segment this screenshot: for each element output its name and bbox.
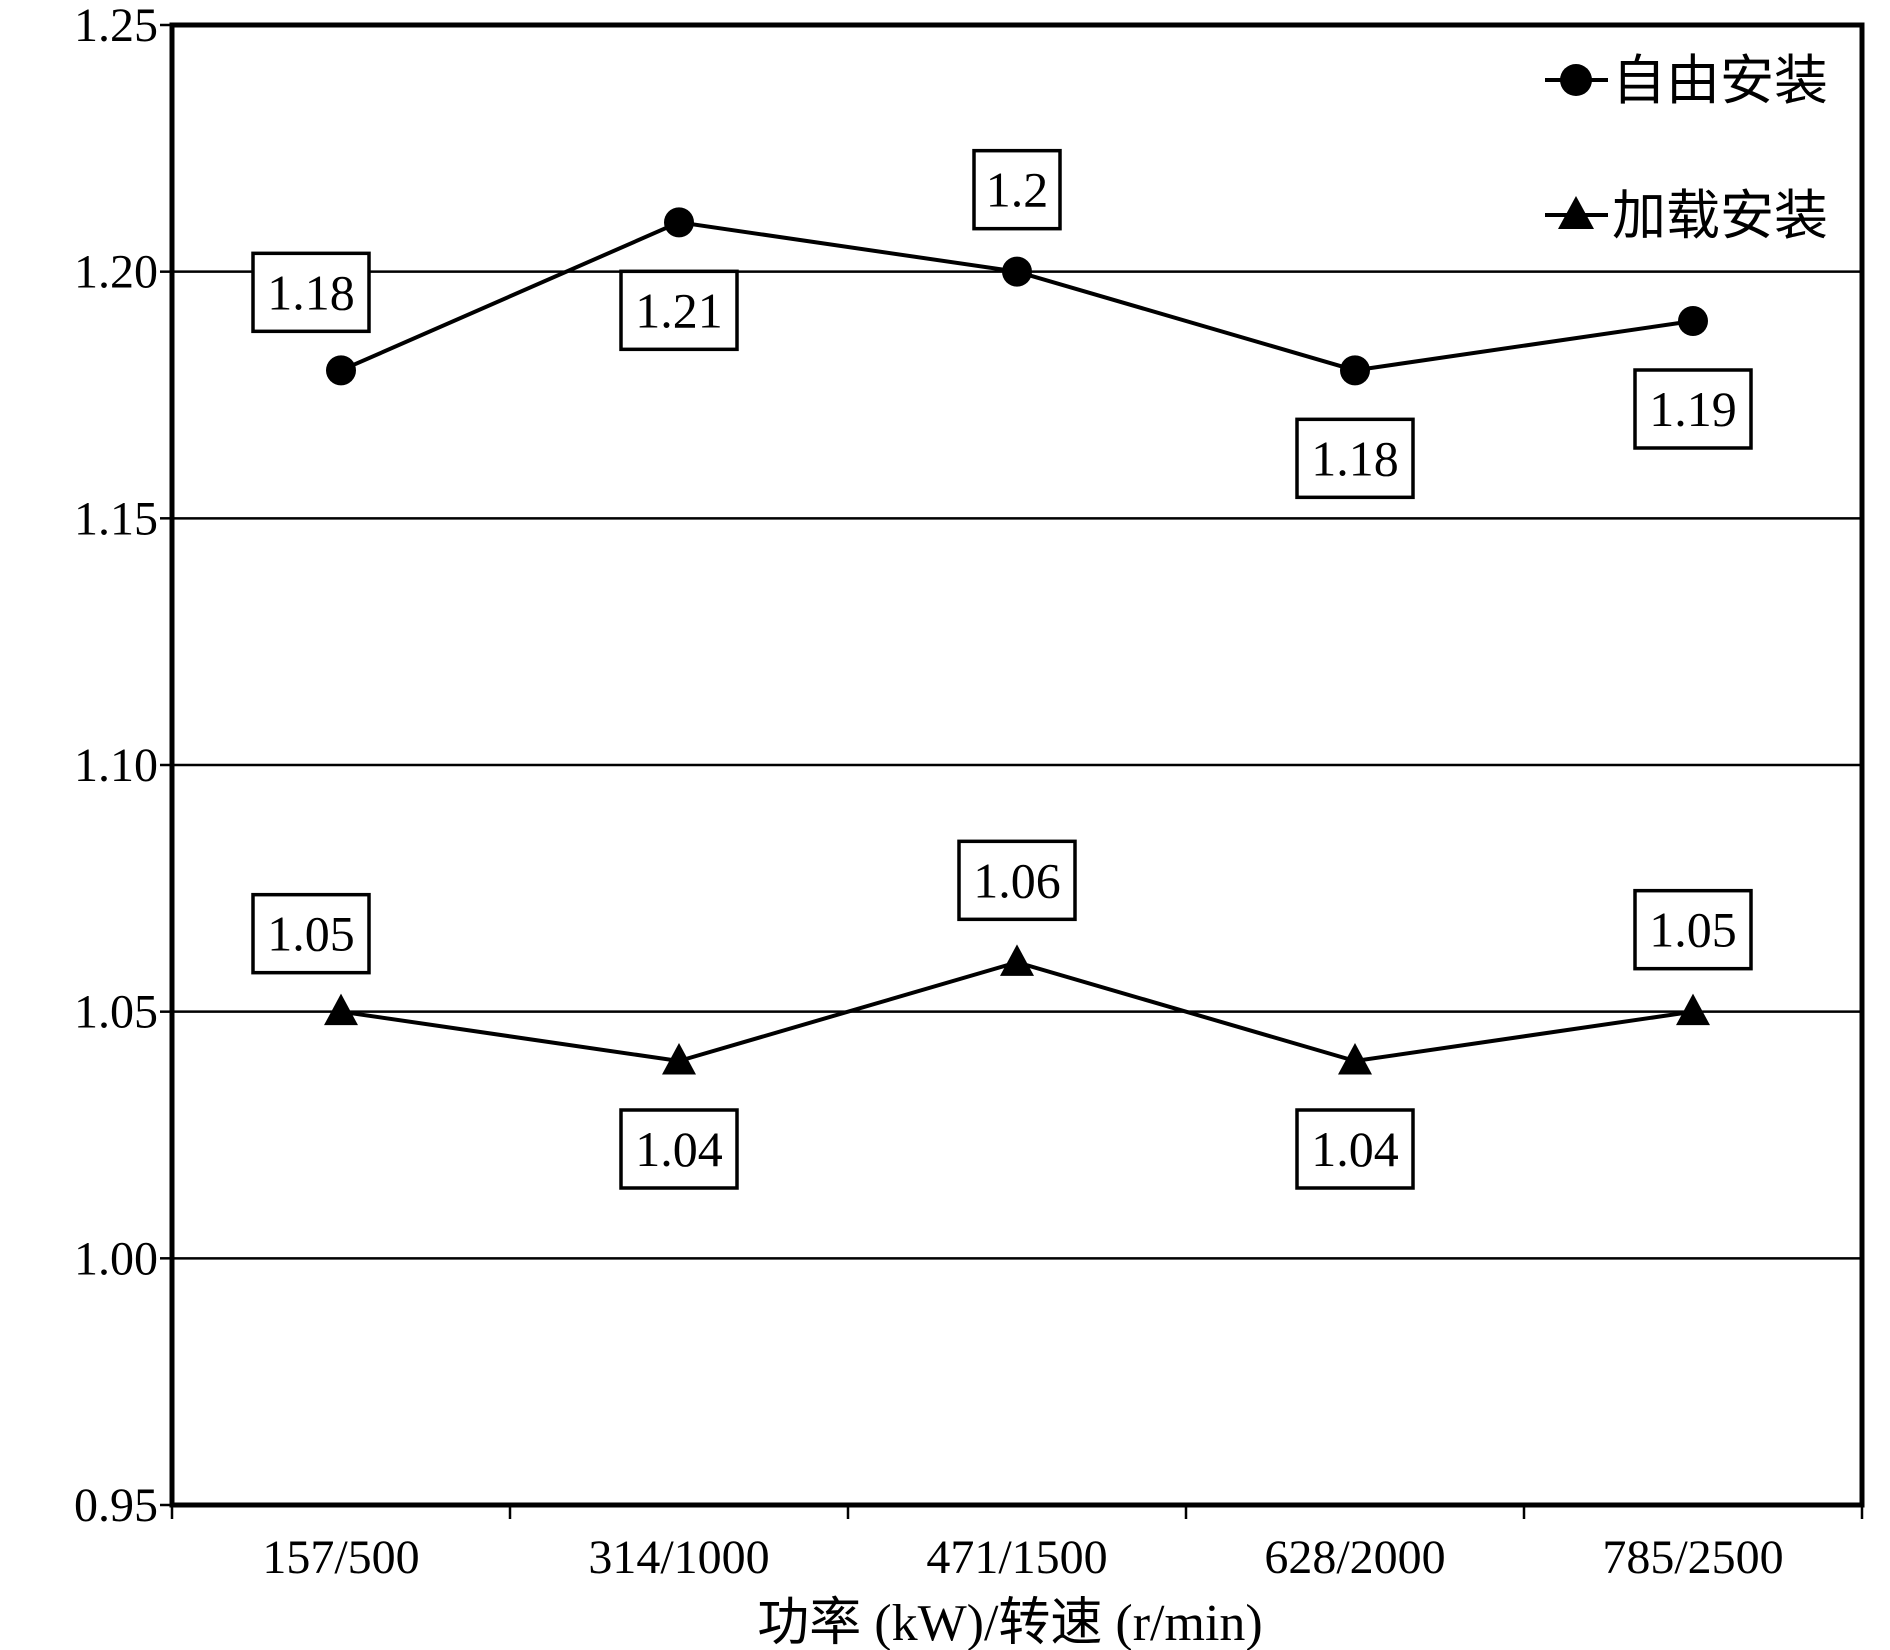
y-tick-label-1.25: 1.25 [74, 0, 158, 52]
series-line-0 [340, 220, 1694, 373]
data-label-s0-0: 1.18 [267, 264, 355, 320]
data-labels: 1.18 1.21 1.2 1.18 1.19 1.05 1.04 1.06 1.04 1.05 [251, 148, 1753, 1190]
data-point-s0-0 [326, 355, 356, 386]
data-label-s1-4: 1.05 [1649, 902, 1737, 958]
legend-label-1: 加载安装 [1612, 186, 1828, 246]
x-tick-label-785-2500: 785/2500 [1602, 1531, 1783, 1584]
data-point-s1-3 [1338, 1043, 1372, 1075]
y-tick-label-1.00: 1.00 [74, 1232, 158, 1285]
data-label-box-s1-4 [1633, 888, 1753, 971]
data-point-s0-4 [1678, 306, 1708, 336]
data-point-s1-2 [1000, 944, 1034, 976]
x-tick-label-471-1500: 471/1500 [926, 1531, 1107, 1584]
data-label-s1-0: 1.05 [267, 906, 355, 962]
x-tick-label-314-1000: 314/1000 [588, 1531, 769, 1584]
data-label-s1-3: 1.04 [1311, 1121, 1399, 1177]
legend-label-0: 自由安装 [1612, 51, 1828, 111]
data-point-s1-0 [324, 993, 358, 1026]
data-label-box-s0-2 [972, 148, 1062, 231]
y-tick-label-0.95: 0.95 [74, 1479, 158, 1532]
data-label-box-s1-3 [1295, 1108, 1415, 1190]
data-label-box-s1-2 [957, 839, 1077, 922]
data-label-s1-1: 1.04 [635, 1121, 723, 1177]
y-tick-label-1.10: 1.10 [74, 739, 158, 792]
y-tick-label-1.20: 1.20 [74, 246, 158, 299]
data-label-s0-3: 1.18 [1311, 430, 1399, 486]
y-tick-label-1.05: 1.05 [74, 986, 158, 1039]
x-axis: 157/500 314/1000 471/1500 628/2000 785/2500 [170, 1505, 1864, 1584]
data-label-s0-4: 1.19 [1649, 381, 1737, 437]
data-label-box-s1-0 [251, 892, 371, 975]
legend-marker-1 [1558, 196, 1594, 229]
data-label-s0-1: 1.21 [635, 282, 723, 338]
data-label-s1-2: 1.06 [973, 852, 1061, 908]
gridlines [172, 270, 1862, 1260]
data-label-s0-2: 1.2 [986, 162, 1049, 218]
x-axis-label: 功率 (kW)/转速 (r/min) [757, 1595, 1262, 1650]
data-point-s1-4 [1676, 993, 1710, 1026]
data-label-box-s0-4 [1633, 368, 1753, 450]
legend-marker-0 [1560, 64, 1592, 96]
data-label-box-s1-1 [619, 1108, 739, 1190]
y-axis: 0.95 1.00 1.05 1.10 1.15 1.20 1.25 [74, 0, 172, 1532]
y-tick-label-1.15: 1.15 [74, 492, 158, 545]
data-label-box-s0-1 [619, 269, 739, 352]
x-tick-label-157-500: 157/500 [262, 1531, 419, 1584]
x-tick-label-628-2000: 628/2000 [1264, 1531, 1445, 1584]
data-point-s0-2 [1002, 256, 1032, 287]
data-point-s0-3 [1340, 355, 1370, 386]
data-point-s0-1 [664, 207, 694, 238]
data-label-box-s0-0 [251, 251, 371, 334]
data-label-box-s0-3 [1295, 417, 1415, 500]
series-group [324, 207, 1710, 1075]
data-point-s1-1 [662, 1043, 696, 1075]
